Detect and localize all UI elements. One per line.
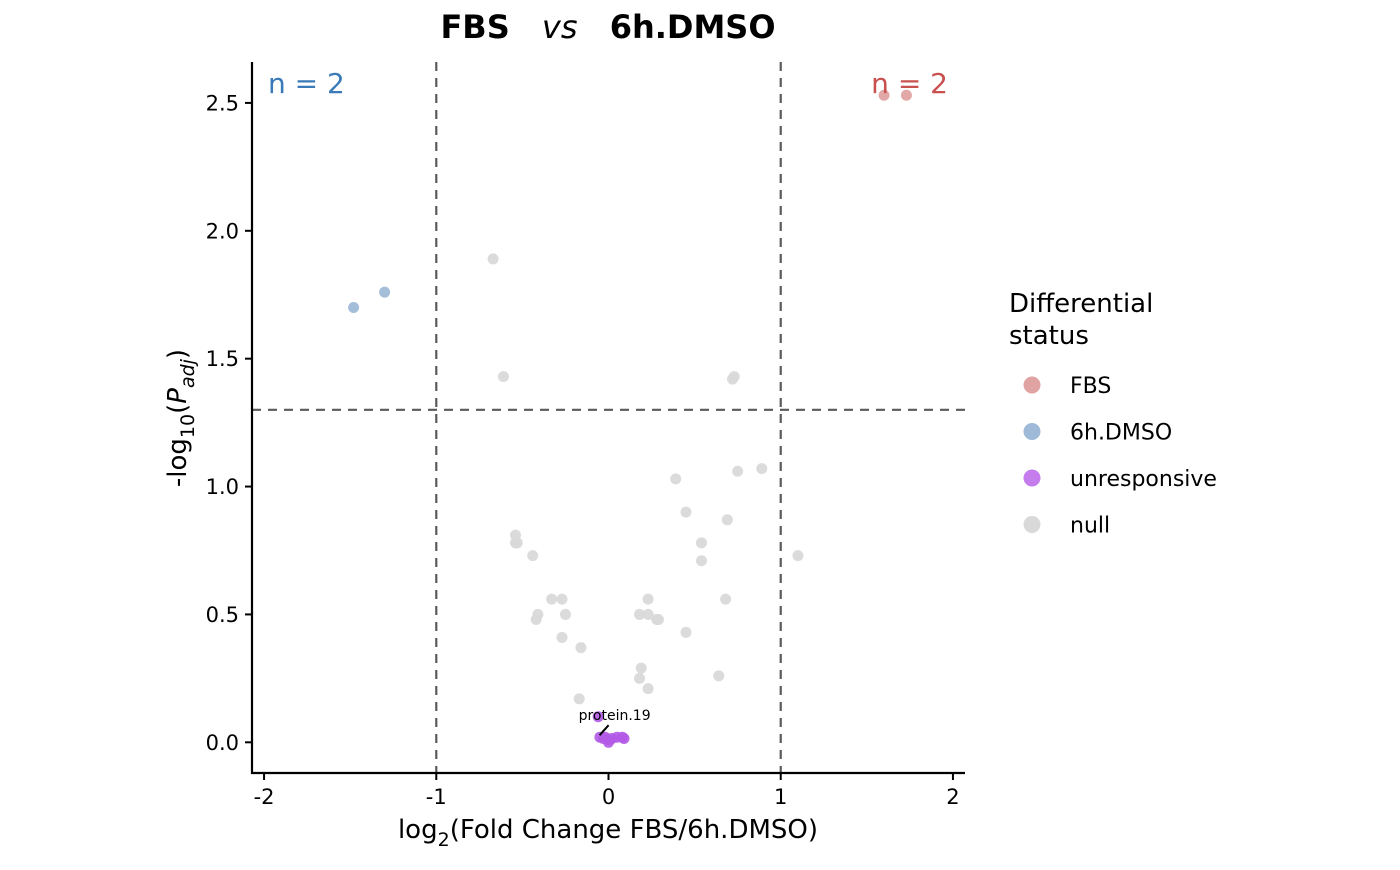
x-tick-label: 1	[774, 785, 787, 809]
point-null	[556, 631, 568, 643]
axes: -2 -1 0 1 2 0.0 0.5 1.0 1.5 2.0 2.5	[206, 62, 965, 809]
point-null	[696, 555, 707, 567]
point-null	[642, 593, 654, 605]
point-6h.DMSO	[348, 302, 360, 314]
legend-swatch-unresponsive	[1023, 469, 1041, 487]
legend-label: unresponsive	[1070, 467, 1217, 492]
legend: Differential status FBS 6h.DMSO unresponsi…	[1009, 289, 1217, 539]
y-tick-label: 0.0	[206, 731, 239, 755]
legend-swatch-null	[1023, 516, 1041, 533]
point-null	[556, 593, 568, 605]
title-left: FBS	[440, 8, 509, 46]
point-null	[680, 626, 692, 638]
legend-items: FBS 6h.DMSO unresponsive null	[1023, 374, 1217, 539]
point-null	[487, 253, 499, 265]
point-null	[652, 614, 664, 626]
point-null	[497, 371, 509, 383]
point-null	[756, 463, 768, 475]
point-null	[573, 693, 585, 705]
point-FBS	[900, 89, 912, 101]
annotation-protein-label: protein.19	[579, 708, 651, 724]
point-null	[670, 473, 682, 485]
legend-swatch-6h.DMSO	[1023, 423, 1041, 440]
y-label-open: (	[163, 404, 193, 414]
legend-title-line1: Differential	[1009, 289, 1153, 319]
point-null	[559, 608, 571, 620]
point-unresponsive	[597, 732, 609, 744]
count-labels: n = 2 n = 2	[268, 67, 948, 100]
reference-lines	[252, 62, 965, 773]
point-unresponsive	[592, 711, 604, 723]
point-null	[546, 593, 558, 605]
point-null	[634, 608, 645, 620]
point-null	[642, 683, 654, 695]
x-tick-label: -1	[426, 785, 447, 809]
legend-title-line2: status	[1009, 321, 1089, 351]
y-label-sub: 10	[177, 414, 199, 438]
y-tick-label: 1.0	[206, 475, 239, 499]
point-FBS	[878, 89, 890, 101]
y-label-psub: adj	[177, 358, 199, 388]
y-label-prefix: -log	[163, 438, 193, 487]
count-label-right: n = 2	[871, 67, 948, 100]
legend-swatch-FBS	[1023, 376, 1041, 394]
point-6h.DMSO	[379, 286, 391, 298]
y-axis-label: -log10(Padj)	[163, 349, 199, 487]
x-tick-label: 2	[946, 785, 959, 809]
point-null	[732, 465, 744, 477]
point-null	[642, 608, 654, 620]
point-null	[713, 670, 725, 682]
x-label-rest: (Fold Change FBS/6h.DMSO)	[450, 815, 818, 845]
y-label-p: P	[163, 388, 193, 404]
annotations: protein.19	[579, 708, 651, 736]
y-tick-label: 1.5	[206, 347, 239, 371]
point-null	[634, 672, 645, 684]
point-null	[792, 550, 804, 562]
point-null	[696, 537, 707, 549]
point-null	[721, 514, 733, 526]
annotation-leader	[598, 724, 610, 736]
x-tick-label: -2	[254, 785, 275, 809]
x-label-sub: 2	[438, 829, 450, 851]
point-null	[720, 593, 732, 605]
point-null	[527, 550, 539, 562]
legend-label: 6h.DMSO	[1070, 421, 1172, 446]
point-null	[530, 614, 542, 626]
chart-title: FBS vs 6h.DMSO	[440, 8, 775, 46]
x-axis-label: log2(Fold Change FBS/6h.DMSO)	[398, 815, 818, 851]
data-points	[348, 89, 912, 748]
point-null	[728, 371, 740, 383]
x-label-prefix: log	[398, 815, 438, 845]
point-null	[511, 537, 523, 549]
point-unresponsive	[618, 732, 630, 744]
point-null	[575, 642, 587, 654]
y-tick-label: 2.0	[206, 219, 239, 243]
y-tick-label: 2.5	[206, 91, 239, 115]
legend-label: FBS	[1070, 374, 1111, 399]
y-tick-label: 0.5	[206, 603, 239, 627]
title-right: 6h.DMSO	[610, 8, 776, 46]
legend-label: null	[1070, 514, 1110, 539]
y-label-close: )	[163, 349, 193, 359]
point-null	[635, 662, 647, 674]
x-tick-label: 0	[602, 785, 615, 809]
title-vs: vs	[542, 8, 578, 46]
count-label-left: n = 2	[268, 67, 345, 100]
point-null	[680, 506, 692, 518]
